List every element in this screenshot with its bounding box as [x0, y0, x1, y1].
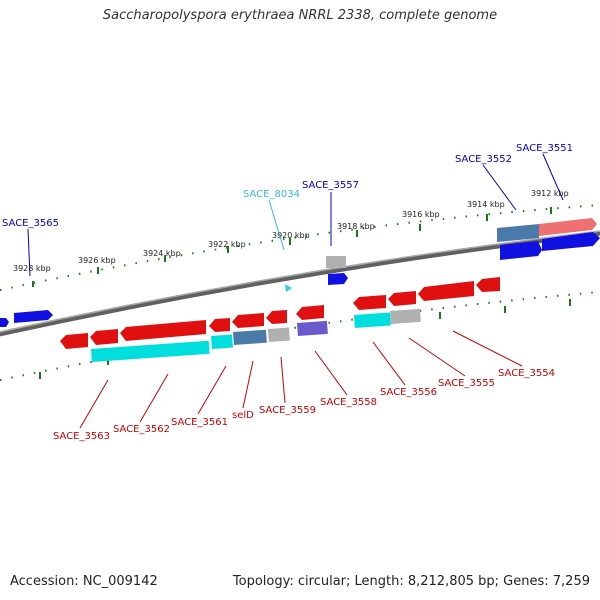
gene-label[interactable]: SACE_3554: [498, 368, 555, 379]
gene-label[interactable]: SACE_3562: [113, 424, 170, 435]
gene-feature[interactable]: [233, 329, 267, 345]
gene-feature[interactable]: [476, 277, 500, 292]
label-connector: [268, 199, 285, 251]
gene-label[interactable]: SACE_8034: [243, 189, 300, 200]
scale-label: 3920 kbp: [272, 231, 310, 240]
scale-label: 3918 kbp: [337, 222, 375, 231]
gene-label[interactable]: SACE_3563: [53, 431, 110, 442]
gene-feature[interactable]: [354, 312, 391, 328]
gene-feature[interactable]: [0, 318, 9, 327]
gene-label[interactable]: SACE_3561: [171, 417, 228, 428]
gene-label[interactable]: SACE_3556: [380, 387, 437, 398]
gene-feature[interactable]: [328, 273, 348, 285]
gene-feature[interactable]: [497, 224, 539, 242]
gene-feature[interactable]: [418, 281, 474, 301]
scale-label: 3912 kbp: [531, 189, 569, 198]
gene-feature[interactable]: [90, 329, 118, 345]
label-connector: [242, 360, 254, 409]
label-connector: [139, 373, 169, 423]
gene-label[interactable]: SACE_3551: [516, 143, 573, 154]
map-title: Saccharopolyspora erythraea NRRL 2338, c…: [102, 8, 498, 23]
label-connector: [27, 228, 31, 277]
gene-label[interactable]: SACE_3565: [2, 218, 59, 229]
label-connector: [482, 164, 517, 211]
gene-feature[interactable]: [389, 308, 421, 324]
gene-feature[interactable]: [353, 295, 386, 310]
forward-features: [0, 218, 600, 327]
gene-feature[interactable]: [297, 320, 328, 336]
gene-feature[interactable]: [388, 291, 416, 306]
gene-feature[interactable]: [285, 284, 292, 292]
gene-feature[interactable]: [120, 320, 206, 341]
gene-label[interactable]: SACE_3558: [320, 397, 377, 408]
gene-feature[interactable]: [232, 313, 264, 328]
label-connector: [79, 379, 109, 429]
gene-feature[interactable]: [326, 256, 346, 268]
gene-feature[interactable]: [500, 241, 542, 260]
genome-summary: Topology: circular; Length: 8,212,805 bp…: [232, 574, 590, 589]
gene-feature[interactable]: [14, 310, 53, 323]
label-connector: [542, 153, 564, 201]
label-connector: [408, 337, 466, 377]
scale-label: 3924 kbp: [143, 249, 181, 258]
gene-feature[interactable]: [296, 305, 324, 320]
scale-label: 3926 kbp: [78, 256, 116, 265]
gene-label[interactable]: selD: [232, 410, 254, 421]
outer-scale-ticks: [32, 207, 552, 287]
label-connector: [452, 330, 523, 367]
label-connector: [372, 341, 406, 386]
gene-label[interactable]: SACE_3559: [259, 405, 316, 416]
scale-label: 3916 kbp: [402, 210, 440, 219]
scale-label: 3928 kbp: [13, 264, 51, 273]
label-connector: [314, 350, 348, 396]
scale-label: 3914 kbp: [467, 200, 505, 209]
gene-feature[interactable]: [268, 327, 290, 342]
gene-feature[interactable]: [542, 232, 600, 251]
gene-feature[interactable]: [209, 318, 230, 332]
gene-feature[interactable]: [211, 334, 233, 349]
label-connector: [280, 356, 286, 404]
genome-backbone-highlight: [0, 230, 600, 333]
gene-label[interactable]: SACE_3552: [455, 154, 512, 165]
gene-feature[interactable]: [539, 218, 597, 236]
reverse-features: [60, 277, 500, 362]
gene-feature[interactable]: [90, 340, 210, 362]
label-connector: [197, 365, 227, 415]
gene-label[interactable]: SACE_3555: [438, 378, 495, 389]
inner-scale-track: [0, 291, 600, 381]
gene-feature[interactable]: [60, 333, 88, 349]
gene-feature[interactable]: [266, 310, 287, 324]
scale-label: 3922 kbp: [208, 240, 246, 249]
accession-label: Accession: NC_009142: [10, 574, 158, 589]
gene-label[interactable]: SACE_3557: [302, 180, 359, 191]
